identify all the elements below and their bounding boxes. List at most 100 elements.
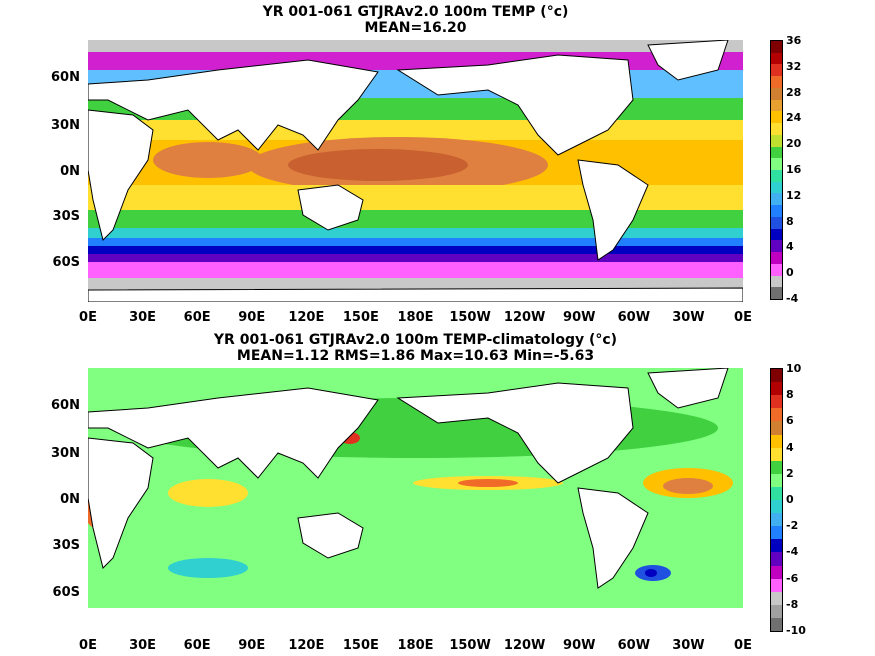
colorbar-tick-label: 20 bbox=[786, 137, 802, 151]
warm-pool-core bbox=[288, 149, 468, 181]
colorbar-segment bbox=[771, 193, 782, 206]
colorbar-tick-label: 6 bbox=[786, 414, 794, 428]
colorbar-segment bbox=[771, 228, 782, 241]
panel2-lon-label: 120E bbox=[288, 638, 325, 653]
colorbar-segment bbox=[771, 591, 782, 606]
colorbar-segment bbox=[771, 552, 782, 566]
colorbar-segment bbox=[771, 539, 782, 553]
colorbar-tick-label: 0 bbox=[786, 266, 794, 280]
panel1-lon-label: 150W bbox=[449, 310, 491, 325]
colorbar-segment bbox=[771, 395, 782, 409]
panel1-lon-label: 180E bbox=[397, 310, 434, 325]
continent-south-america bbox=[577, 159, 649, 261]
continent-north-america bbox=[396, 54, 634, 156]
colorbar-segment bbox=[771, 170, 782, 183]
panel1-lon-label: 0E bbox=[734, 310, 752, 325]
band-polar-gray-north bbox=[88, 40, 743, 52]
colorbar-segment bbox=[771, 252, 782, 265]
anomaly-antarctic-white bbox=[88, 608, 743, 630]
panel2-lon-label: 30W bbox=[672, 638, 705, 653]
colorbar-segment bbox=[771, 99, 782, 112]
band-blue-south bbox=[88, 238, 743, 246]
colorbar-segment bbox=[771, 64, 782, 77]
warm-indian bbox=[153, 142, 263, 178]
panel2-lat-label: 60N bbox=[51, 398, 80, 413]
panel2-map bbox=[88, 368, 743, 630]
panel1-lat-label: 60N bbox=[51, 70, 80, 85]
colorbar-tick-label: 4 bbox=[786, 440, 794, 454]
colorbar-tick-label: -4 bbox=[786, 292, 799, 305]
colorbar-tick-label: 12 bbox=[786, 188, 802, 202]
colorbar-tick-label: 0 bbox=[786, 493, 794, 506]
panel2-lon-label: 90W bbox=[563, 638, 596, 653]
colorbar-tick-label: -8 bbox=[786, 597, 799, 611]
colorbar-segment bbox=[771, 52, 782, 65]
colorbar-tick-label: -10 bbox=[786, 624, 806, 637]
panel2-subtitle: MEAN=1.12 RMS=1.86 Max=10.63 Min=-5.63 bbox=[236, 348, 595, 364]
colorbar-segment bbox=[771, 216, 782, 230]
colorbar-segment bbox=[771, 421, 782, 435]
panel1-lat-label: 30N bbox=[51, 118, 80, 133]
colorbar-segment bbox=[771, 123, 782, 136]
band-magenta-south bbox=[88, 262, 743, 278]
colorbar-tick-label: 28 bbox=[786, 85, 802, 99]
colorbar-tick-label: 2 bbox=[786, 466, 794, 480]
anomaly-cold-core bbox=[645, 569, 657, 577]
colorbar-segment bbox=[771, 434, 782, 449]
colorbar-segment bbox=[771, 76, 782, 89]
colorbar-segment bbox=[771, 205, 782, 218]
colorbar-segment bbox=[771, 408, 782, 422]
colorbar-segment bbox=[771, 369, 782, 383]
panel2-lon-label: 60E bbox=[183, 638, 211, 653]
colorbar-segment bbox=[771, 275, 782, 288]
panel2-lon-label: 60W bbox=[617, 638, 651, 653]
colorbar-segment bbox=[771, 134, 782, 148]
panel1-subtitle: MEAN=16.20 bbox=[364, 20, 467, 36]
panel2-lat-label: 60S bbox=[52, 585, 80, 600]
panel2-lon-label: 0E bbox=[734, 638, 752, 653]
colorbar-segment bbox=[771, 181, 782, 194]
colorbar-tick-label: 36 bbox=[786, 34, 802, 47]
colorbar-segment bbox=[771, 146, 782, 159]
colorbar-segment bbox=[771, 447, 782, 462]
panel1-title: YR 001-061 GTJRAv2.0 100m TEMP (°c) bbox=[262, 4, 569, 20]
continent-eurasia bbox=[88, 59, 379, 151]
colorbar-tick-label: 8 bbox=[786, 214, 794, 228]
panel2-lon-label: 90E bbox=[238, 638, 266, 653]
colorbar-tick-label: 24 bbox=[786, 111, 802, 125]
anomaly-warm-indian bbox=[168, 479, 248, 507]
panel1-lon-label: 60W bbox=[617, 310, 651, 325]
panel1-lon-label: 0E bbox=[79, 310, 97, 325]
continent-greenland bbox=[647, 40, 729, 81]
colorbar-segment bbox=[771, 578, 782, 593]
band-subtropic-north bbox=[88, 120, 743, 140]
anomaly-cool-south-indian bbox=[168, 558, 248, 578]
panel1-lon-label: 60E bbox=[183, 310, 211, 325]
colorbar-segment bbox=[771, 526, 782, 540]
colorbar-segment bbox=[771, 382, 782, 396]
panel2-colorbar bbox=[770, 368, 783, 632]
panel1-lat-label: 60S bbox=[52, 255, 80, 270]
continent-australia bbox=[297, 512, 364, 559]
colorbar-segment bbox=[771, 604, 782, 619]
colorbar-tick-label: 4 bbox=[786, 240, 794, 254]
colorbar-tick-label: -4 bbox=[786, 545, 799, 559]
colorbar-segment bbox=[771, 617, 782, 632]
panel2-lon-label: 120W bbox=[503, 638, 546, 653]
colorbar-tick-label: -6 bbox=[786, 571, 799, 585]
colorbar-tick-label: 16 bbox=[786, 163, 802, 176]
band-purple-south bbox=[88, 254, 743, 262]
colorbar-tick-label: 32 bbox=[786, 59, 802, 73]
panel1-colorbar bbox=[770, 40, 783, 300]
colorbar-segment bbox=[771, 240, 782, 253]
panel2-lat-label: 0N bbox=[60, 492, 80, 507]
panel2-lon-label: 150E bbox=[342, 638, 379, 653]
panel2-lat-label: 30N bbox=[51, 446, 80, 461]
panel2-lon-label: 180E bbox=[397, 638, 434, 653]
colorbar-tick-label: 8 bbox=[786, 388, 794, 402]
colorbar-tick-label: -2 bbox=[786, 519, 799, 533]
colorbar-segment bbox=[771, 158, 782, 171]
continent-australia bbox=[297, 184, 364, 231]
continent-greenland bbox=[647, 368, 729, 409]
colorbar-segment bbox=[771, 41, 782, 54]
